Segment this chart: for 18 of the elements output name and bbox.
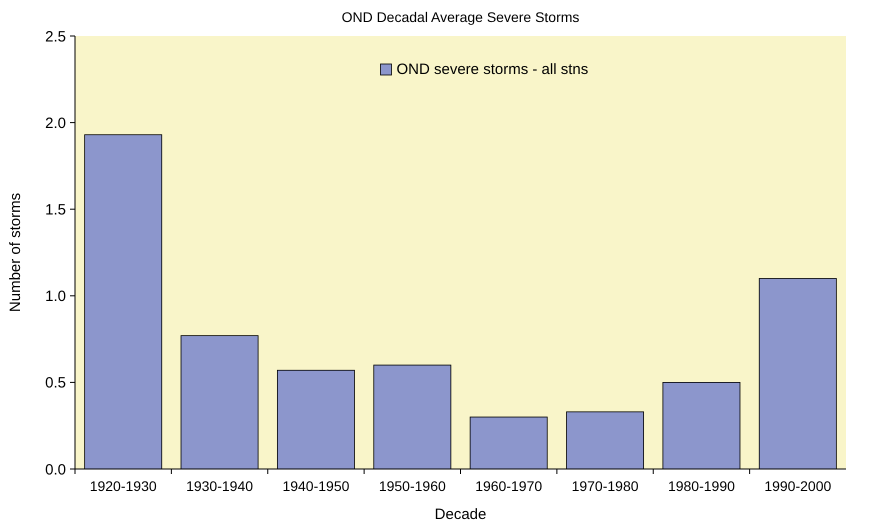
legend-label: OND severe storms - all stns [396,61,588,78]
y-tick-label: 1.5 [45,201,66,218]
x-tick-label: 1960-1970 [475,478,542,494]
x-tick-label: 1930-1940 [186,478,254,494]
x-tick-label: 1990-2000 [764,478,832,494]
x-tick-label: 1920-1930 [90,478,157,494]
y-tick-label: 2.0 [45,114,66,132]
y-axis-title: Number of storms [7,192,24,312]
y-tick-label: 0.5 [45,374,66,392]
x-axis-title: Decade [434,506,486,523]
chart-title: OND Decadal Average Severe Storms [342,9,580,25]
y-tick-label: 0.0 [45,461,66,478]
x-tick-label: 1940-1950 [282,478,350,494]
y-tick-label: 1.0 [45,288,66,306]
x-tick-label: 1980-1990 [668,478,736,494]
x-tick-label: 1970-1980 [572,478,639,494]
x-tick-label: 1950-1960 [378,478,446,494]
y-tick-label: 2.5 [45,28,66,46]
